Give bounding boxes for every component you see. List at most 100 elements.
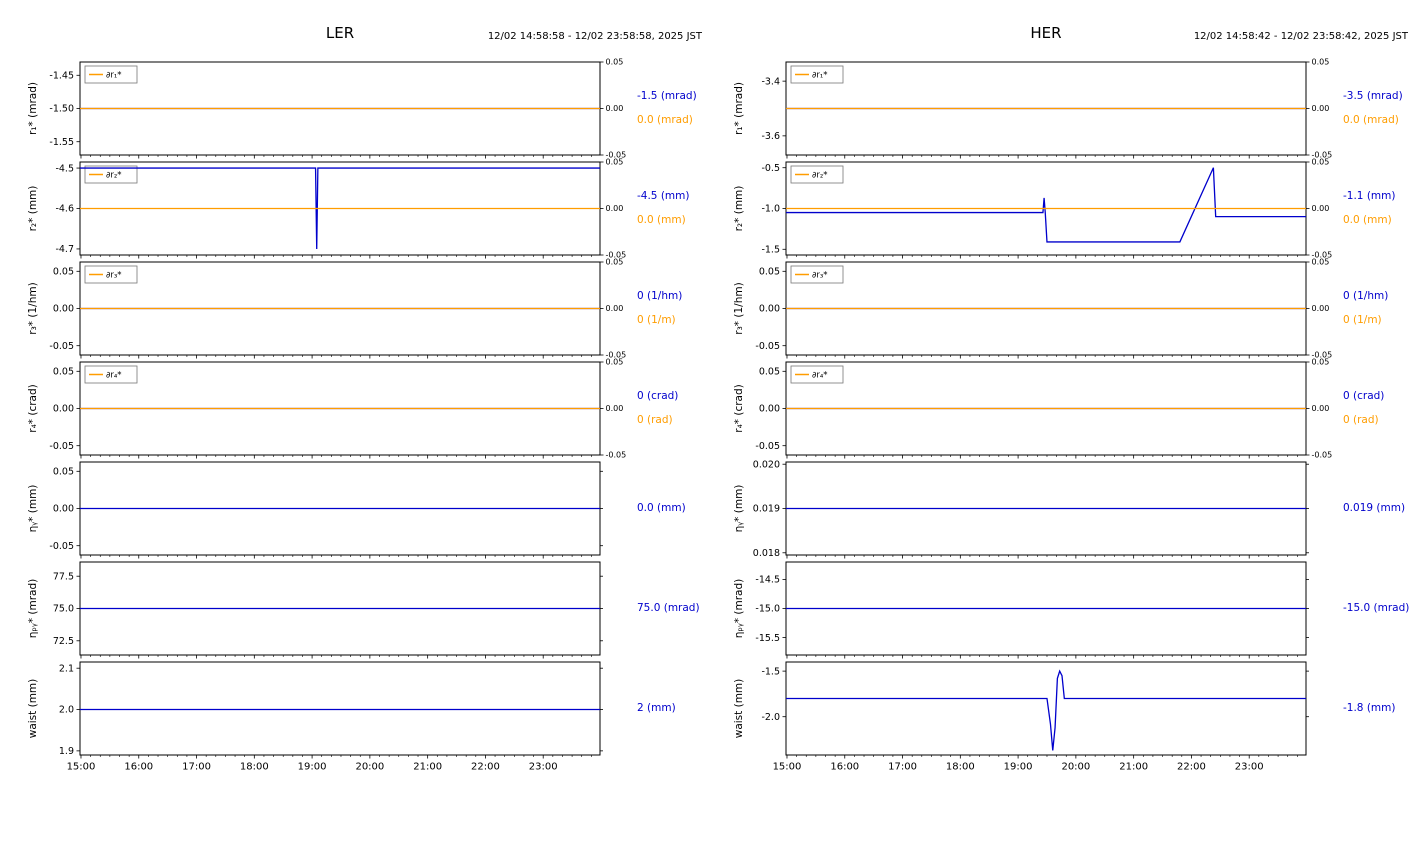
readout-r4: 0 (crad) 0 (rad) bbox=[1343, 362, 1412, 455]
legend-label: ∂r₃* bbox=[106, 271, 122, 281]
left-tick-label: -1.45 bbox=[49, 70, 74, 81]
readout-value-orange: 0.0 (mrad) bbox=[1343, 113, 1399, 126]
right-tick-label: 0.05 bbox=[1312, 358, 1330, 367]
legend-r2: ∂r₂* bbox=[790, 165, 844, 184]
x-tick-label: 18:00 bbox=[240, 762, 269, 773]
readout-etapy: 75.0 (mrad) bbox=[637, 562, 706, 655]
left-tick-label: -1.55 bbox=[49, 137, 74, 148]
subplot-etapy: -14.5 -15.0 -15.5 ηₚᵧ* (mrad) bbox=[733, 561, 1309, 659]
left-tick-label: 0.020 bbox=[753, 459, 780, 470]
right-tick-label: 0.05 bbox=[606, 258, 624, 267]
right-tick-label: -0.05 bbox=[606, 151, 627, 160]
left-tick-label: -15.0 bbox=[755, 604, 780, 615]
x-tick-label: 23:00 bbox=[1235, 762, 1264, 773]
left-tick-label: 2.1 bbox=[59, 663, 74, 674]
readout-etay: 0.0 (mm) bbox=[637, 462, 706, 555]
y-axis-label: ηᵧ* (mm) bbox=[733, 485, 745, 533]
y-axis-label: ηₚᵧ* (mrad) bbox=[733, 579, 745, 639]
legend-label: ∂r₄* bbox=[812, 371, 828, 381]
y-axis-label: r₄* (crad) bbox=[27, 384, 39, 433]
right-tick-label: 0.00 bbox=[1312, 304, 1330, 313]
x-tick-label: 20:00 bbox=[355, 762, 384, 773]
left-tick-label: 72.5 bbox=[53, 636, 74, 647]
readout-value-blue: -1.1 (mm) bbox=[1343, 189, 1396, 202]
legend-label: ∂r₁* bbox=[106, 71, 122, 81]
right-tick-label: -0.05 bbox=[1312, 151, 1333, 160]
y-axis-label: r₁* (mrad) bbox=[733, 82, 745, 135]
left-tick-label: -15.5 bbox=[755, 633, 780, 644]
readout-value-orange: 0 (rad) bbox=[637, 413, 673, 426]
left-tick-label: -0.05 bbox=[49, 441, 74, 452]
y-axis-label: waist (mm) bbox=[733, 679, 745, 739]
legend-r4: ∂r₄* bbox=[790, 365, 844, 384]
panel-timestamp-her: 12/02 14:58:42 - 12/02 23:58:42, 2025 JS… bbox=[1193, 31, 1408, 42]
subplot-r2: -4.5 -4.6 -4.7 0.05 0.00 -0.05 r₂* (mm) ∂r₂* bbox=[27, 158, 626, 260]
readout-r2: -4.5 (mm) 0.0 (mm) bbox=[637, 162, 706, 255]
right-tick-label: 0.00 bbox=[606, 304, 624, 313]
left-tick-label: -0.05 bbox=[755, 441, 780, 452]
subplot-r3: 0.05 0.00 -0.05 0.05 0.00 -0.05 r₃* (1/hm) ∂r₃* bbox=[733, 258, 1332, 360]
readout-waist: 2 (mm) bbox=[637, 662, 706, 755]
readout-value-blue: 0 (1/hm) bbox=[637, 289, 683, 302]
readout-r3: 0 (1/hm) 0 (1/m) bbox=[637, 262, 706, 355]
readout-value-blue: 0 (crad) bbox=[1343, 389, 1385, 402]
y-axis-label: r₄* (crad) bbox=[733, 384, 745, 433]
legend-label: ∂r₂* bbox=[812, 171, 828, 181]
x-tick-label: 19:00 bbox=[298, 762, 327, 773]
right-tick-label: 0.00 bbox=[606, 404, 624, 413]
subplot-r1: -1.45 -1.50 -1.55 0.05 0.00 -0.05 r₁* (mrad) ∂r… bbox=[27, 58, 626, 160]
readout-value-blue: 75.0 (mrad) bbox=[637, 601, 700, 614]
right-tick-label: 0.05 bbox=[1312, 158, 1330, 167]
right-tick-label: 0.00 bbox=[606, 204, 624, 213]
x-tick-label: 21:00 bbox=[1119, 762, 1148, 773]
right-tick-label: 0.05 bbox=[606, 58, 624, 67]
left-tick-label: 0.05 bbox=[53, 367, 74, 378]
y-axis-label: r₁* (mrad) bbox=[27, 82, 39, 135]
legend-label: ∂r₂* bbox=[106, 171, 122, 181]
readout-value-blue: -15.0 (mrad) bbox=[1343, 601, 1410, 614]
x-tick-label: 23:00 bbox=[529, 762, 558, 773]
legend-label: ∂r₄* bbox=[106, 371, 122, 381]
waist-value-line bbox=[786, 669, 1306, 751]
left-tick-label: -1.0 bbox=[761, 204, 780, 215]
panel-timestamp-ler: 12/02 14:58:58 - 12/02 23:58:58, 2025 JS… bbox=[487, 31, 702, 42]
x-tick-label: 18:00 bbox=[946, 762, 975, 773]
left-tick-label: -0.05 bbox=[755, 341, 780, 352]
panel-title-her: HER bbox=[1030, 24, 1062, 42]
readout-value-orange: 0.0 (mm) bbox=[637, 213, 686, 226]
right-tick-label: 0.00 bbox=[1312, 204, 1330, 213]
x-tick-label: 22:00 bbox=[471, 762, 500, 773]
right-tick-label: 0.00 bbox=[1312, 104, 1330, 113]
left-tick-label: -1.5 bbox=[761, 666, 780, 677]
readout-etapy: -15.0 (mrad) bbox=[1343, 562, 1412, 655]
left-tick-label: -4.6 bbox=[55, 204, 74, 215]
readout-value-orange: 0.0 (mrad) bbox=[637, 113, 693, 126]
readout-value-orange: 0 (rad) bbox=[1343, 413, 1379, 426]
panel-ler: -1.45 -1.50 -1.55 0.05 0.00 -0.05 r₁* (mrad) ∂r… bbox=[27, 24, 706, 773]
left-tick-label: 0.05 bbox=[53, 267, 74, 278]
subplot-r4: 0.05 0.00 -0.05 0.05 0.00 -0.05 r₄* (crad) ∂r₄* bbox=[27, 358, 626, 460]
subplot-etay: 0.020 0.019 0.018 ηᵧ* (mm) bbox=[733, 459, 1309, 559]
subplot-waist: -1.5 -2.0 waist (mm) 15:00 16:00 17:00 18:00 19… bbox=[733, 661, 1309, 773]
panel-title-ler: LER bbox=[325, 24, 355, 42]
left-tick-label: -4.5 bbox=[55, 163, 74, 174]
left-tick-label: 0.00 bbox=[759, 404, 780, 415]
right-tick-label: -0.05 bbox=[1312, 251, 1333, 260]
x-tick-label: 15:00 bbox=[67, 762, 96, 773]
left-tick-label: -14.5 bbox=[755, 575, 780, 586]
left-tick-label: 2.0 bbox=[59, 705, 74, 716]
readout-value-orange: 0 (1/m) bbox=[1343, 313, 1382, 326]
readout-value-blue: -1.5 (mrad) bbox=[637, 89, 697, 102]
left-tick-label: -3.6 bbox=[761, 131, 780, 142]
panel-her: -3.4 -3.6 0.05 0.00 -0.05 r₁* (mrad) ∂r₁* -0.5-… bbox=[706, 0, 1412, 864]
readout-value-blue: 2 (mm) bbox=[637, 701, 676, 714]
right-tick-label: 0.05 bbox=[606, 158, 624, 167]
right-tick-label: -0.05 bbox=[1312, 351, 1333, 360]
readout-value-blue: 0 (crad) bbox=[637, 389, 679, 402]
readout-r4: 0 (crad) 0 (rad) bbox=[637, 362, 706, 455]
left-tick-label: -0.5 bbox=[761, 163, 780, 174]
subplot-r4: 0.05 0.00 -0.05 0.05 0.00 -0.05 r₄* (crad) ∂r₄* bbox=[733, 358, 1332, 460]
left-tick-label: -1.50 bbox=[49, 104, 74, 115]
left-tick-label: 0.05 bbox=[759, 267, 780, 278]
